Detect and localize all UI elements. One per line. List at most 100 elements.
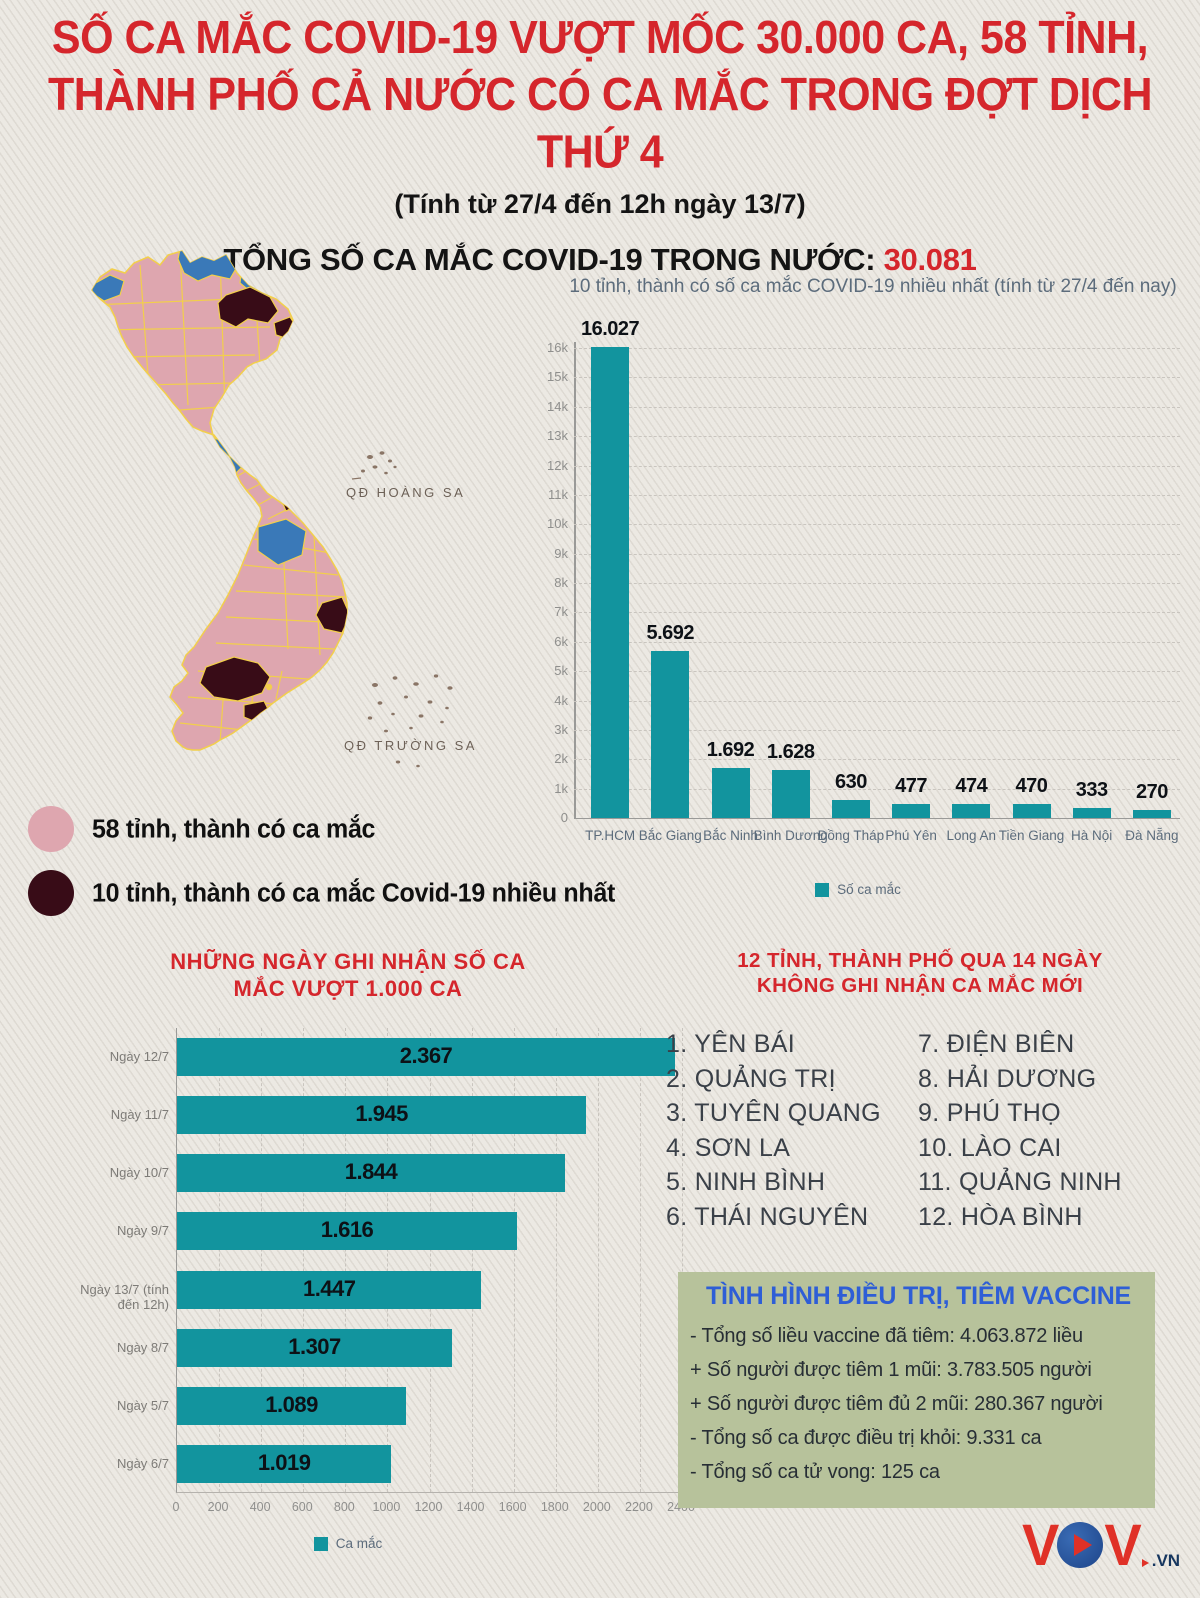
bar-category-label: Ngày 12/7 <box>109 1049 169 1065</box>
gridline <box>574 465 1180 467</box>
y-tick-label: 16k <box>547 340 568 355</box>
gridline <box>574 436 1180 438</box>
vaccine-panel-title: TÌNH HÌNH ĐIỀU TRỊ, TIÊM VACCINE <box>705 1282 1132 1310</box>
y-tick-label: 15k <box>547 369 568 385</box>
bar-category-label: Ngày 13/7 (tính đến 12h) <box>80 1281 169 1312</box>
gridline <box>261 1028 263 1492</box>
gridline <box>574 788 1180 790</box>
page-title-line1: SỐ CA MẮC COVID-19 VƯỢT MỐC 30.000 CA, 5… <box>51 11 1149 64</box>
bar-category-label: Tiền Giang <box>998 828 1065 843</box>
hoang-sa-label: QĐ HOÀNG SA <box>346 485 465 500</box>
daily-plot: 2.367 Ngày 12/7 1.945 Ngày 11/7 1.844 Ngày 10… <box>80 1028 683 1493</box>
bar <box>177 1038 676 1077</box>
gridline <box>574 759 1180 761</box>
bar <box>177 1096 587 1135</box>
vietnam-map: QĐ HOÀNG SA QĐ TRƯỜNG SA <box>30 235 510 805</box>
x-tick-label: 1000 <box>372 1500 401 1514</box>
gridline <box>219 1028 221 1492</box>
bar <box>177 1212 518 1251</box>
bar <box>831 799 870 818</box>
top10-legend-label: Số ca mắc <box>837 882 901 897</box>
vov-logo: V V .VN <box>1022 1511 1181 1578</box>
x-tick-label: 2200 <box>625 1500 653 1514</box>
no-new-cases-panel: 12 TỈNH, THÀNH PHỐ QUA 14 NGÀY KHÔNG GHI… <box>656 948 1184 1231</box>
province-item: 7. ĐIỆN BIÊN <box>918 1030 1075 1058</box>
vietnam-map-svg: QĐ HOÀNG SA QĐ TRƯỜNG SA <box>91 250 474 768</box>
top10-chart-title: 10 tỉnh, thành có số ca mắc COVID-19 nhi… <box>569 276 1177 297</box>
logo-letter-v2: V <box>1104 1511 1141 1578</box>
teal-square-swatch <box>313 1536 328 1551</box>
bar-value-label: 270 <box>1135 781 1168 804</box>
gridline <box>555 1028 557 1492</box>
bar-value-label: 1.844 <box>344 1159 398 1185</box>
bar <box>771 770 810 818</box>
x-tick-label: 1800 <box>540 1500 569 1514</box>
bar-category-label: Ngày 8/7 <box>116 1339 169 1355</box>
gridline <box>345 1028 347 1492</box>
daily-legend-label: Ca mắc <box>335 1536 383 1551</box>
bar <box>1132 810 1171 818</box>
teal-square-swatch <box>815 882 830 897</box>
bar-category-label: Phú Yên <box>885 828 937 843</box>
x-tick-label: 200 <box>207 1500 229 1514</box>
province-column-1: 1. YÊN BÁI 2. QUẢNG TRỊ 3. TUYÊN QUANG 4. S… <box>666 1030 881 1237</box>
bar-category-label: Bình Dương <box>753 828 828 843</box>
gridline <box>574 406 1180 408</box>
logo-suffix: .VN <box>1151 1551 1181 1570</box>
bar-value-label: 470 <box>1015 775 1048 798</box>
gridline <box>574 377 1180 379</box>
total-cases-line: TỔNG SỐ CA MẮC COVID-19 TRONG NƯỚC: 30.0… <box>0 242 1200 278</box>
gridline <box>574 641 1180 643</box>
bar-value-label: 333 <box>1075 779 1108 802</box>
date-range-subtitle: (Tính từ 27/4 đến 12h ngày 13/7) <box>394 189 806 219</box>
gridline <box>574 612 1180 614</box>
bar-category-label: TP.HCM <box>585 828 636 843</box>
header: SỐ CA MẮC COVID-19 VƯỢT MỐC 30.000 CA, 5… <box>0 12 1200 278</box>
province-item: 11. QUẢNG NINH <box>918 1168 1122 1196</box>
bar <box>711 768 750 818</box>
gridline <box>597 1028 599 1492</box>
y-tick-label: 10k <box>547 516 568 532</box>
bar-category-label: Đà Nẵng <box>1125 828 1179 843</box>
bar-category-label: Đồng Tháp <box>817 828 885 843</box>
province-item: 2. QUẢNG TRỊ <box>666 1064 836 1093</box>
map-legend-label: 10 tỉnh, thành có ca mắc Covid-19 nhiều … <box>92 877 616 908</box>
city-marker <box>265 683 273 691</box>
map-legend-row-pink: 58 tỉnh, thành có ca mắc <box>28 806 615 852</box>
vaccine-line: - Tổng số ca được điều trị khỏi: 9.331 c… <box>690 1427 1042 1449</box>
bar-value-label: 1.692 <box>706 739 755 762</box>
map-legend: 58 tỉnh, thành có ca mắc 10 tỉnh, thành … <box>28 806 615 934</box>
pink-circle-swatch <box>28 806 74 852</box>
bar-value-label: 1.616 <box>320 1217 374 1243</box>
y-tick-label: 1k <box>554 780 568 796</box>
bar-category-label: Bắc Giang <box>638 828 702 843</box>
total-cases-label: TỔNG SỐ CA MẮC COVID-19 TRONG NƯỚC: <box>223 242 876 277</box>
map-legend-row-dark: 10 tỉnh, thành có ca mắc Covid-19 nhiều … <box>28 870 615 916</box>
gridline <box>303 1028 305 1492</box>
gridline <box>471 1028 473 1492</box>
bar-value-label: 1.628 <box>766 741 815 764</box>
bar-category-label: Ngày 9/7 <box>116 1223 169 1239</box>
x-tick-label: 1400 <box>456 1500 485 1514</box>
bar <box>1012 804 1051 818</box>
gridline <box>574 524 1180 526</box>
y-tick-label: 2k <box>554 751 568 767</box>
y-tick-label: 9k <box>554 545 568 561</box>
bar <box>952 804 991 818</box>
province-item: 1. YÊN BÁI <box>666 1030 795 1058</box>
x-tick-label: 600 <box>291 1500 313 1514</box>
x-tick-label: 800 <box>333 1500 355 1514</box>
y-tick-label: 11k <box>548 486 568 502</box>
bar-value-label: 630 <box>834 770 867 793</box>
bar <box>177 1154 565 1193</box>
bar-value-label: 1.019 <box>257 1449 311 1475</box>
province-item: 10. LÀO CAI <box>918 1133 1062 1162</box>
daily-xticks: 0 200 400 600 800 1000 1200 1400 1600 1800 2000 220… <box>173 1500 695 1518</box>
vaccine-panel: TÌNH HÌNH ĐIỀU TRỊ, TIÊM VACCINE - Tổng … <box>678 1272 1155 1508</box>
x-tick-label: 1600 <box>498 1500 527 1514</box>
bar-value-label: 5.692 <box>646 621 695 644</box>
play-icon <box>1074 1533 1093 1556</box>
hoang-sa-islands-icon <box>351 451 397 480</box>
bar-value-label: 477 <box>895 775 928 797</box>
x-tick-label: 400 <box>249 1500 271 1514</box>
